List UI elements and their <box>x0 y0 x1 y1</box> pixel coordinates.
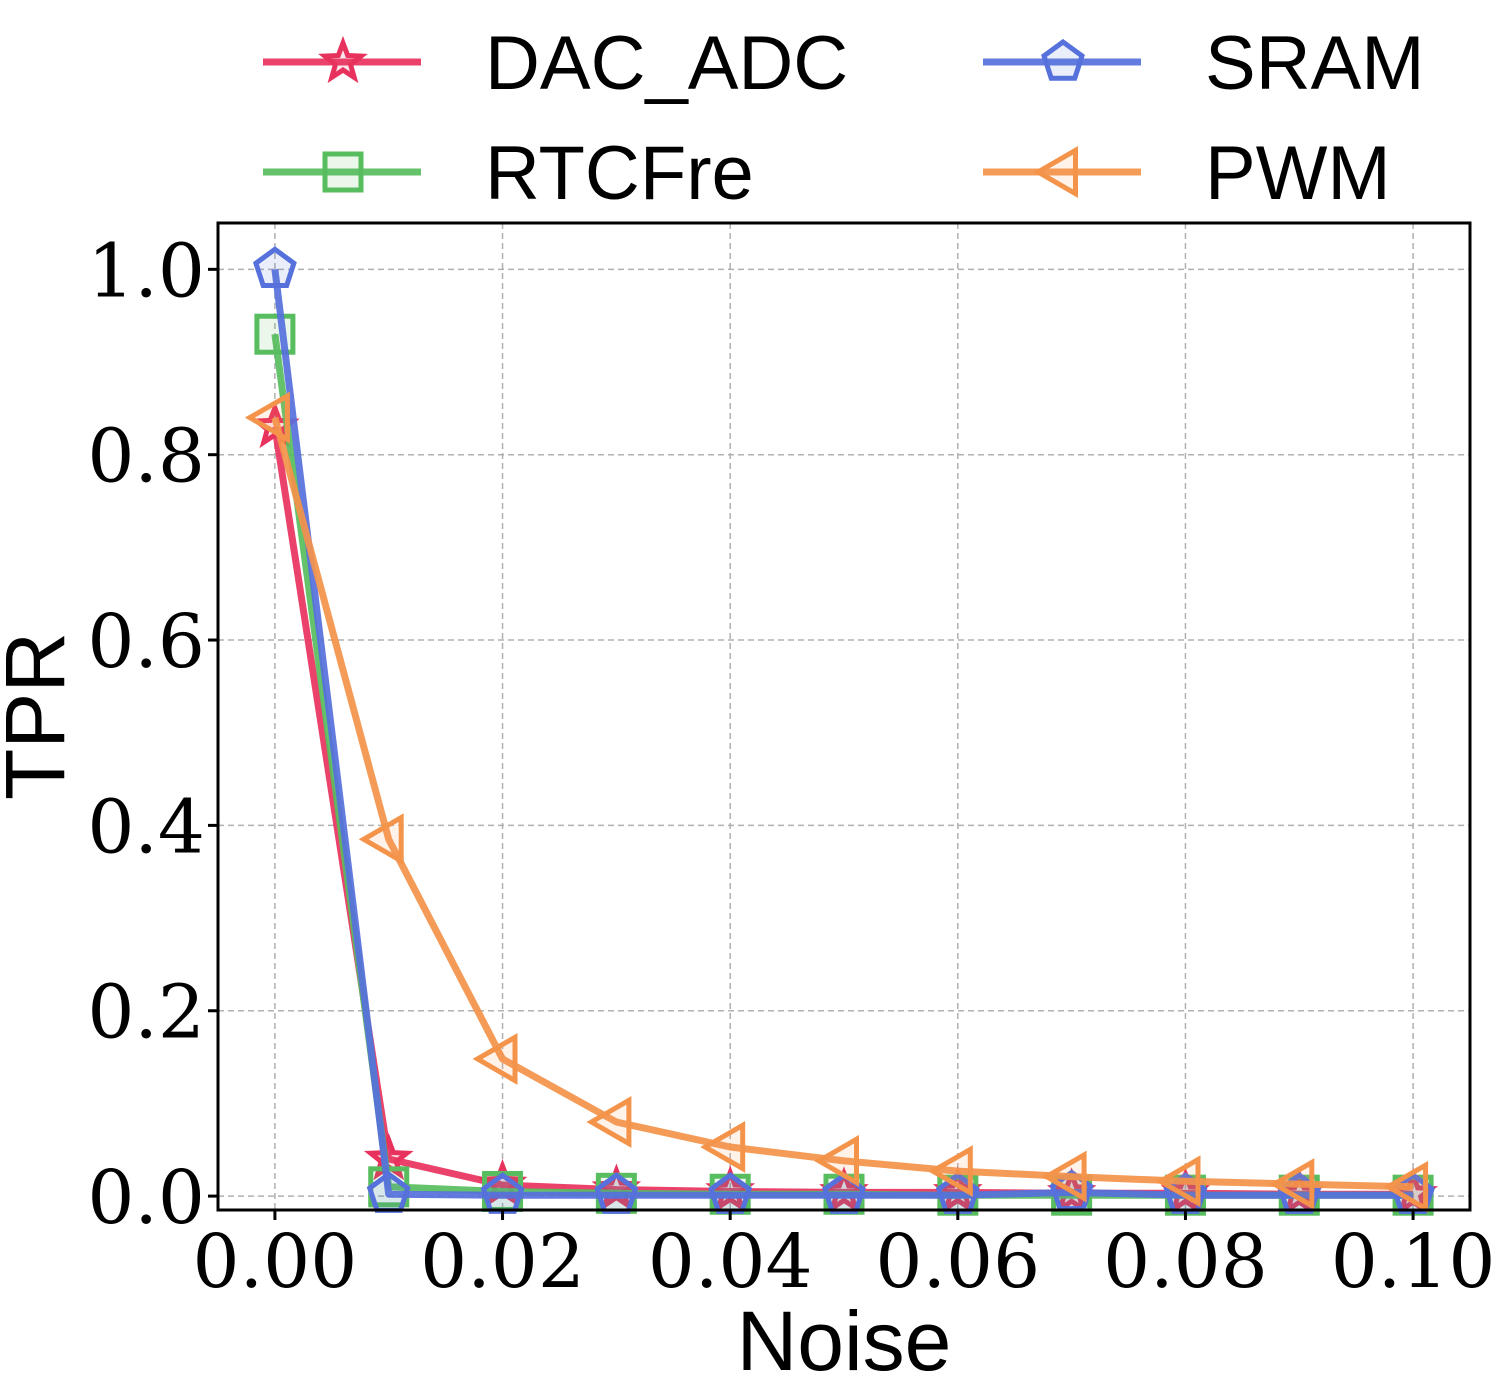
point-pwm <box>1383 1160 1429 1213</box>
point-pwm <box>1269 1158 1315 1211</box>
point-pwm <box>358 813 404 866</box>
series-line-dac-adc <box>271 426 1414 1198</box>
point-sram <box>252 246 297 288</box>
point-pwm <box>1041 1150 1087 1203</box>
x-tick-label: 0.04 <box>648 1219 813 1305</box>
series-line-pwm <box>271 416 1414 1191</box>
series-dac-adc <box>250 400 1439 1216</box>
series-rtcfre <box>254 313 1434 1216</box>
x-tick-label: 0.00 <box>193 1219 358 1305</box>
x-tick-label: 0.06 <box>875 1219 1040 1305</box>
legend-entry-rtcfre: RTCFre <box>263 131 754 216</box>
point-pwm <box>700 1120 746 1173</box>
point-pwm <box>1155 1155 1201 1208</box>
plot-frame <box>216 221 1472 1212</box>
legend-label-dac-adc: DAC_ADC <box>485 21 848 106</box>
y-tick-label: 0.6 <box>87 599 205 685</box>
y-tick-label: 0.8 <box>87 414 205 500</box>
y-axis-label: TPR <box>0 632 82 800</box>
y-tick-label: 1.0 <box>87 228 205 314</box>
point-pwm <box>927 1145 973 1198</box>
point-pwm <box>472 1032 518 1085</box>
series-line-sram <box>271 268 1414 1199</box>
series-pwm <box>244 391 1429 1213</box>
point-pwm <box>813 1134 859 1187</box>
x-axis-ticks: 0.00 0.02 0.04 0.06 0.08 0.10 <box>193 1210 1496 1305</box>
legend-label-rtcfre: RTCFre <box>485 131 754 216</box>
legend-entry-dac-adc: DAC_ADC <box>263 21 848 106</box>
y-tick-label: 0.2 <box>87 970 205 1056</box>
legend-label-sram: SRAM <box>1205 21 1425 106</box>
point-pwm <box>586 1095 632 1148</box>
y-axis-ticks: 0.0 0.2 0.4 0.6 0.8 1.0 <box>87 228 218 1241</box>
legend-entry-pwm: PWM <box>983 131 1391 216</box>
legend-entry-sram: SRAM <box>983 21 1425 106</box>
series-line-rtcfre <box>271 333 1414 1199</box>
grid <box>218 223 1470 1210</box>
x-axis-label: Noise <box>737 1294 952 1388</box>
series-sram <box>252 246 1436 1214</box>
x-tick-label: 0.08 <box>1103 1219 1268 1305</box>
x-tick-label: 0.02 <box>420 1219 585 1305</box>
point-pwm <box>244 391 290 444</box>
legend-marker-sram <box>1041 38 1085 81</box>
legend-marker-rtcfre <box>322 151 364 193</box>
x-tick-label: 0.10 <box>1331 1219 1496 1305</box>
y-tick-label: 0.0 <box>87 1155 205 1241</box>
legend-label-pwm: PWM <box>1205 131 1391 216</box>
y-tick-label: 0.4 <box>87 784 205 870</box>
legend-marker-dac-adc <box>318 35 368 84</box>
legend-marker-pwm <box>1033 145 1078 199</box>
series-layer <box>244 246 1439 1216</box>
legend: DAC_ADC RTCFre SRAM PWM <box>263 21 1425 216</box>
